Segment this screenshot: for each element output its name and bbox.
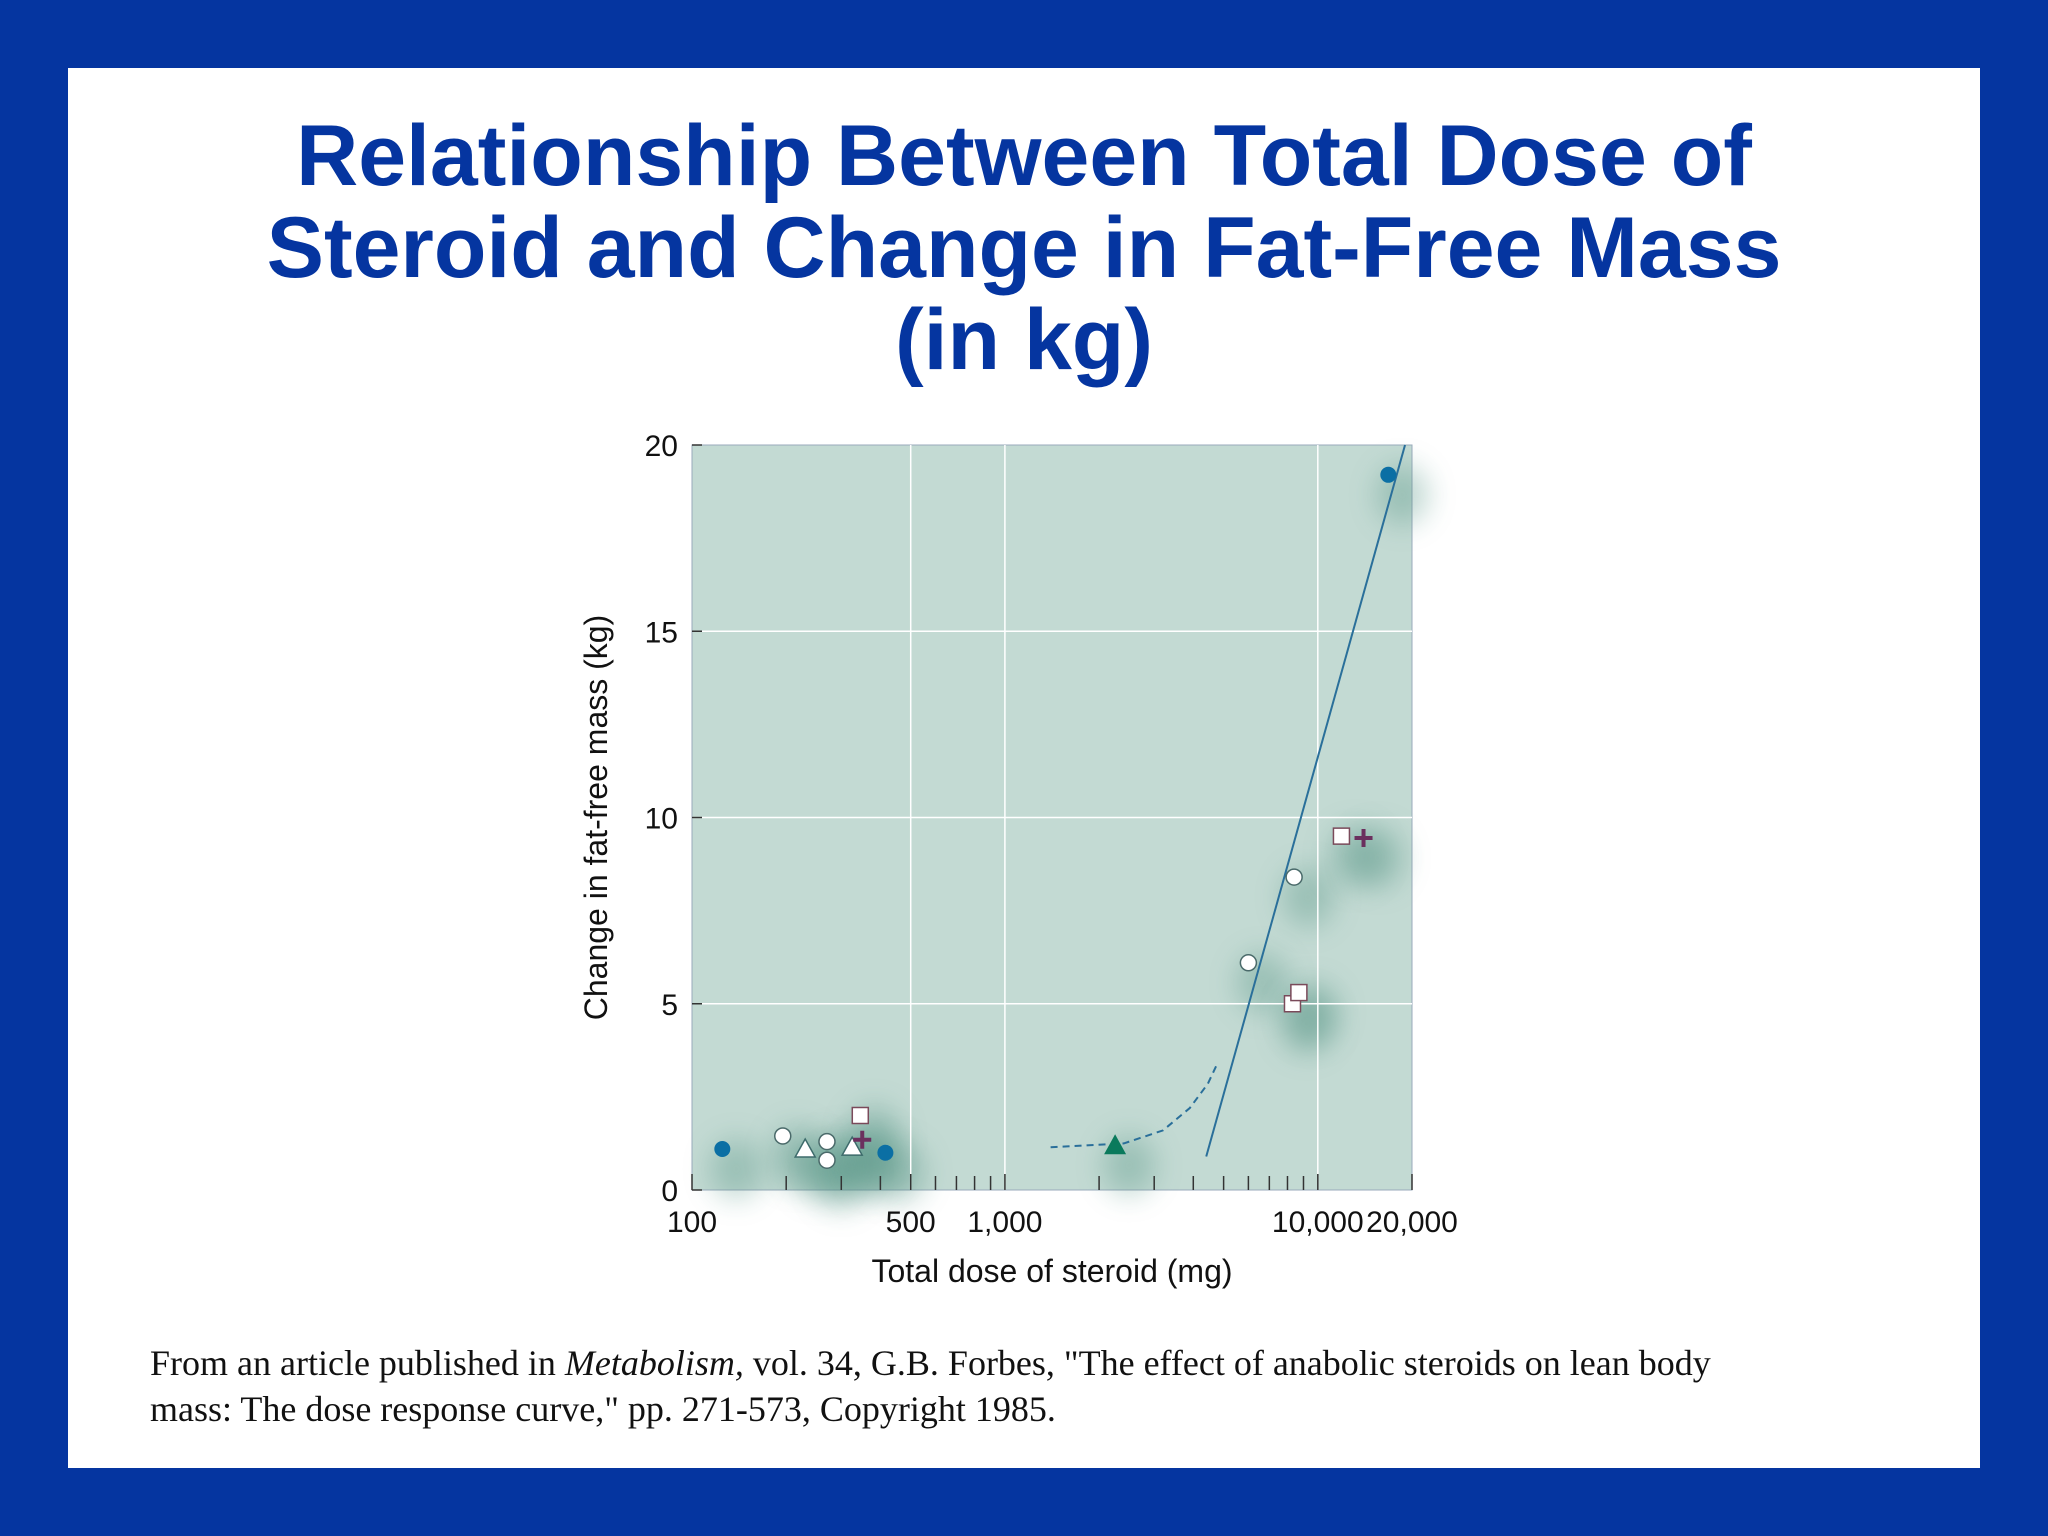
title-line-2: Steroid and Change in Fat-Free Mass	[266, 200, 1782, 296]
plus-point	[1354, 828, 1373, 847]
tick-labels: 100 500 1,000 10,000 20,000 0 5 10 15 20	[645, 430, 1458, 1239]
open-circle-point	[774, 1127, 792, 1145]
citation-rest: vol. 34, G.B. Forbes, "The effect of ana…	[743, 1343, 1711, 1383]
open-circle-point	[1285, 868, 1303, 886]
open-square-point	[851, 1106, 870, 1125]
y-tick-label: 20	[645, 430, 678, 463]
slide-title: Relationship Between Total Dose of Stero…	[68, 110, 1980, 386]
y-tick-label: 5	[661, 989, 678, 1022]
title-line-1: Relationship Between Total Dose of	[296, 108, 1752, 204]
data-points	[714, 466, 1397, 1169]
axis-ticks	[691, 444, 1413, 1191]
filled-circle-point	[714, 1141, 731, 1158]
open-circle-point	[1239, 954, 1258, 972]
open-triangle-point	[793, 1137, 817, 1158]
y-axis-label: Change in fat-free mass (kg)	[578, 615, 614, 1021]
filled-circle-point	[1380, 466, 1397, 483]
y-tick-label: 15	[645, 616, 678, 649]
filled-circle-point	[877, 1144, 894, 1161]
x-axis-label: Total dose of steroid (mg)	[871, 1253, 1232, 1289]
open-triangle-point	[840, 1135, 864, 1156]
slide: Relationship Between Total Dose of Stero…	[68, 68, 1980, 1468]
open-circle-point	[818, 1132, 836, 1151]
filled-triangle-point	[1104, 1134, 1127, 1155]
plus-point	[853, 1130, 872, 1149]
x-tick-label: 100	[667, 1206, 717, 1239]
open-square-point	[1332, 827, 1351, 845]
citation: From an article published in Metabolism,…	[150, 1340, 1930, 1432]
x-tick-label: 500	[886, 1206, 936, 1239]
citation-line-2: mass: The dose response curve," pp. 271-…	[150, 1389, 1056, 1429]
citation-journal: Metabolism,	[564, 1343, 744, 1383]
open-square-point	[1290, 983, 1308, 1002]
grid-lines	[692, 445, 1412, 1190]
x-tick-label: 1,000	[967, 1206, 1042, 1239]
open-circle-point	[818, 1151, 836, 1169]
citation-prefix: From an article published in	[150, 1343, 565, 1383]
y-tick-label: 10	[645, 803, 678, 836]
title-line-3: (in kg)	[895, 292, 1153, 388]
x-tick-label: 10,000	[1272, 1206, 1364, 1239]
x-tick-label: 20,000	[1366, 1206, 1458, 1239]
y-tick-label: 0	[661, 1175, 678, 1208]
scatter-chart: 100 500 1,000 10,000 20,000 0 5 10 15 20 Total do…	[578, 430, 1458, 1289]
regression-line	[1205, 444, 1406, 1157]
